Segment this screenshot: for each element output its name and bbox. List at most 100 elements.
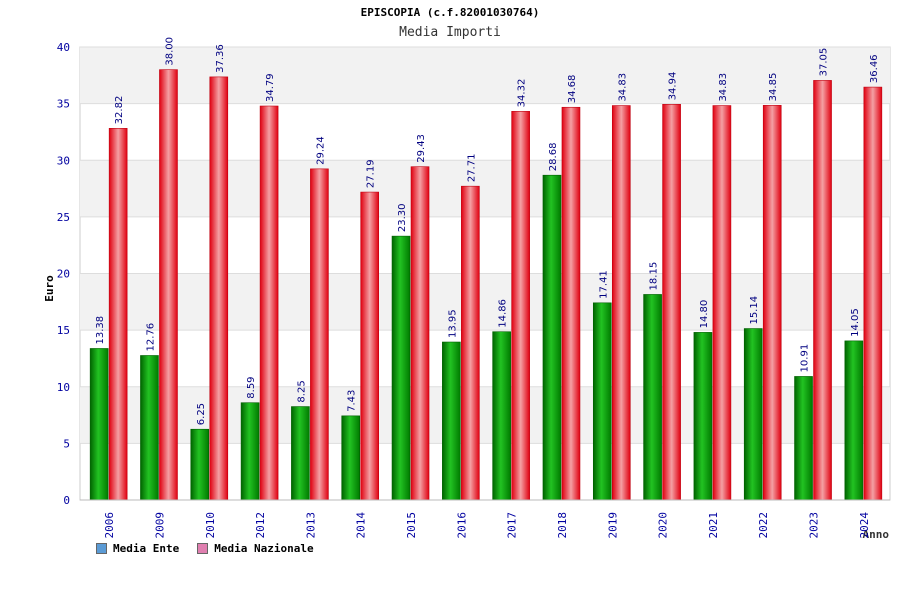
- bar-media-ente: [291, 406, 310, 501]
- data-label: 23.30: [397, 203, 408, 232]
- bar-media-ente: [542, 174, 562, 501]
- data-label: 37.05: [819, 48, 830, 77]
- bar-media-ente: [743, 328, 763, 501]
- bar-media-ente: [844, 340, 864, 501]
- y-tick-label: 35: [57, 98, 70, 111]
- bar-media-ente: [240, 402, 260, 501]
- bar-media-nazionale: [108, 128, 128, 501]
- bar-media-nazionale: [159, 69, 178, 501]
- data-label: 32.82: [114, 96, 125, 125]
- bar-media-nazionale: [209, 76, 229, 501]
- data-label: 8.59: [246, 376, 257, 398]
- legend: Media Ente Media Nazionale: [96, 542, 314, 555]
- legend-swatch-ente: [96, 543, 107, 554]
- data-label: 34.79: [265, 73, 276, 102]
- x-tick-label: 2015: [405, 512, 418, 539]
- x-tick-label: 2022: [757, 512, 770, 539]
- data-label: 29.24: [315, 136, 326, 165]
- data-label: 13.95: [447, 309, 458, 338]
- x-tick-label: 2020: [657, 512, 670, 539]
- x-tick-label: 2021: [707, 512, 720, 539]
- y-tick-label: 40: [57, 41, 70, 54]
- y-tick-label: 25: [57, 211, 70, 224]
- bar-media-nazionale: [461, 185, 480, 501]
- bar-media-nazionale: [511, 111, 530, 501]
- bar-media-ente: [89, 348, 109, 501]
- y-tick-label: 30: [57, 154, 70, 167]
- bar-media-nazionale: [813, 80, 832, 501]
- bar-media-nazionale: [360, 191, 380, 501]
- data-label: 27.71: [466, 154, 477, 183]
- y-tick-label: 0: [63, 494, 70, 507]
- legend-label-nazionale: Media Nazionale: [214, 542, 314, 555]
- data-label: 34.68: [567, 75, 578, 104]
- data-label: 13.38: [95, 316, 106, 345]
- x-tick-label: 2010: [204, 512, 217, 539]
- data-label: 14.80: [699, 300, 710, 329]
- data-label: 29.43: [416, 134, 427, 163]
- data-label: 27.19: [366, 159, 377, 188]
- x-tick-label: 2012: [254, 512, 267, 539]
- bar-media-nazionale: [712, 105, 732, 501]
- bar-media-ente: [592, 302, 612, 501]
- legend-label-ente: Media Ente: [113, 542, 180, 555]
- x-tick-label: 2006: [103, 512, 116, 539]
- bar-media-ente: [794, 376, 813, 501]
- bar-media-ente: [643, 294, 662, 501]
- x-tick-label: 2018: [556, 512, 569, 539]
- bar-media-nazionale: [259, 105, 279, 501]
- x-tick-label: 2016: [455, 512, 468, 539]
- y-axis-label: Euro: [43, 275, 56, 302]
- legend-item-ente: Media Ente: [96, 542, 179, 555]
- bar-media-nazionale: [762, 105, 782, 501]
- bar-media-ente: [341, 415, 361, 501]
- y-tick-label: 20: [57, 268, 70, 281]
- data-label: 38.00: [164, 37, 175, 66]
- data-label: 10.91: [800, 344, 811, 373]
- bar-media-nazionale: [611, 105, 631, 501]
- chart-title: EPISCOPIA (c.f.82001030764): [360, 6, 540, 19]
- data-label: 34.83: [718, 73, 729, 102]
- data-label: 6.25: [196, 403, 207, 425]
- data-label: 34.83: [617, 73, 628, 102]
- data-label: 28.68: [548, 143, 559, 172]
- x-tick-label: 2019: [606, 512, 619, 539]
- data-label: 36.46: [869, 54, 880, 83]
- data-label: 14.86: [498, 299, 509, 328]
- data-label: 17.41: [598, 270, 609, 299]
- x-tick-label: 2013: [304, 512, 317, 539]
- x-tick-label: 2009: [153, 512, 166, 539]
- data-label: 7.43: [347, 390, 358, 412]
- bar-media-nazionale: [662, 104, 681, 501]
- y-tick-label: 15: [57, 324, 70, 337]
- bar-media-ente: [190, 428, 210, 501]
- bar-media-nazionale: [863, 86, 883, 501]
- bar-media-nazionale: [310, 168, 329, 501]
- x-tick-label: 2017: [506, 512, 519, 539]
- data-label: 34.32: [517, 79, 528, 108]
- bar-media-ente: [140, 355, 159, 501]
- chart-subtitle: Media Importi: [399, 25, 501, 40]
- bar-media-ente: [391, 235, 411, 501]
- data-label: 34.94: [668, 72, 679, 101]
- bar-media-ente: [693, 332, 713, 501]
- data-label: 14.05: [850, 308, 861, 337]
- bar-media-ente: [442, 341, 461, 501]
- x-axis-label: Anno: [863, 528, 890, 541]
- x-tick-label: 2024: [858, 512, 871, 539]
- data-label: 18.15: [649, 262, 660, 291]
- data-label: 12.76: [145, 323, 156, 352]
- legend-item-nazionale: Media Nazionale: [197, 542, 314, 555]
- data-label: 8.25: [296, 380, 307, 402]
- data-label: 15.14: [749, 296, 760, 325]
- bar-media-ente: [492, 331, 511, 501]
- y-tick-label: 10: [57, 381, 70, 394]
- data-label: 37.36: [215, 44, 226, 73]
- y-tick-label: 5: [63, 437, 70, 450]
- x-tick-label: 2014: [355, 512, 368, 539]
- bar-media-nazionale: [410, 166, 430, 501]
- legend-swatch-nazionale: [197, 543, 209, 554]
- x-tick-label: 2023: [808, 512, 821, 539]
- data-label: 34.85: [768, 73, 779, 102]
